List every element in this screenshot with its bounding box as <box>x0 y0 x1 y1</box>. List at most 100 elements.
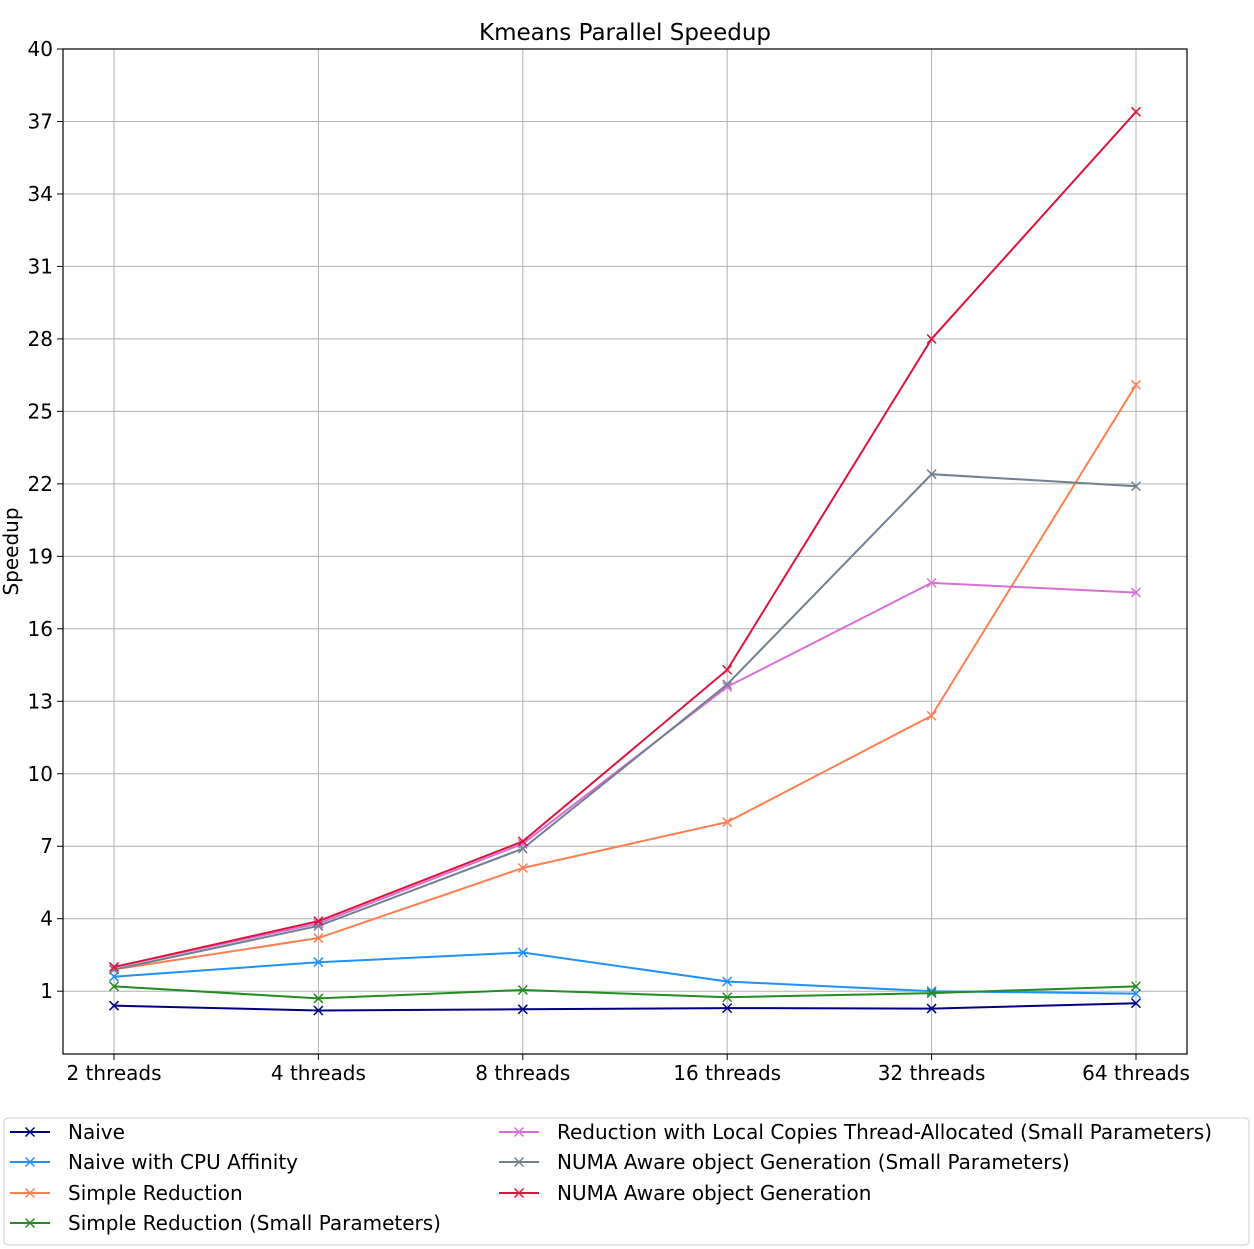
legend-label: NUMA Aware object Generation <box>557 1181 871 1205</box>
data-point <box>926 333 937 344</box>
legend-label: Naive <box>68 1120 125 1144</box>
series-line <box>113 384 1137 971</box>
data-point <box>108 981 120 992</box>
series-group <box>108 981 1142 1004</box>
x-tick-label: 8 threads <box>475 1061 570 1085</box>
data-point <box>926 469 937 480</box>
data-point <box>926 986 937 997</box>
data-point <box>313 920 324 931</box>
legend-label: Simple Reduction (Small Parameters) <box>68 1211 441 1235</box>
grid-lines <box>63 48 1187 1054</box>
data-point <box>722 992 733 1003</box>
legend-item: Naive with CPU Affinity <box>10 1150 298 1174</box>
data-point <box>1130 998 1142 1009</box>
x-tick-label: 32 threads <box>878 1061 986 1085</box>
data-point <box>517 984 528 996</box>
data-point <box>313 957 324 968</box>
data-point <box>517 947 528 958</box>
legend-box <box>3 1117 1250 1246</box>
y-axis-ticks: 1 4 7 10 13 16 19 22 25 28 31 34 37 40 <box>28 37 63 1003</box>
plot-frame <box>62 48 1188 1055</box>
series-layer <box>108 106 1142 1016</box>
series-line <box>113 951 1137 995</box>
data-point <box>722 679 733 690</box>
data-point <box>926 710 937 721</box>
data-point <box>517 836 528 847</box>
data-point <box>722 1003 733 1014</box>
data-point <box>722 681 733 692</box>
y-tick-label: 31 <box>28 254 53 278</box>
legend-item: Naive <box>10 1120 125 1144</box>
series-group <box>108 106 1142 973</box>
data-point <box>1130 481 1142 492</box>
data-point <box>313 1005 324 1016</box>
data-point <box>722 976 733 987</box>
chart-title: Kmeans Parallel Speedup <box>479 20 771 46</box>
y-tick-label: 19 <box>28 544 53 568</box>
series-line <box>113 111 1137 969</box>
series-line <box>113 473 1137 971</box>
x-tick-label: 2 threads <box>66 1061 161 1085</box>
legend: Naive Naive with CPU Affinity Simple Reduc… <box>3 1117 1250 1246</box>
series-group <box>108 469 1142 975</box>
legend-marker <box>513 1187 525 1199</box>
series-line <box>113 1002 1137 1012</box>
y-tick-label: 1 <box>40 979 53 1003</box>
legend-item: Reduction with Local Copies Thread-Alloc… <box>499 1120 1212 1144</box>
x-tick-label: 64 threads <box>1082 1061 1190 1085</box>
series-group <box>108 998 1142 1016</box>
y-axis-label: Speedup <box>0 507 23 595</box>
y-tick-label: 10 <box>28 762 53 786</box>
y-tick-label: 4 <box>40 907 53 931</box>
data-point <box>313 916 324 927</box>
legend-label: NUMA Aware object Generation (Small Para… <box>557 1150 1070 1174</box>
y-tick-label: 40 <box>28 37 53 61</box>
series-group <box>108 577 1142 973</box>
data-point <box>926 577 937 588</box>
x-axis-ticks: 2 threads 4 threads 8 threads 16 threads 32 … <box>66 1054 1190 1085</box>
data-point <box>722 817 733 828</box>
y-tick-label: 13 <box>28 689 53 713</box>
x-tick-label: 4 threads <box>271 1061 366 1085</box>
data-point <box>1130 587 1142 598</box>
legend-label: Simple Reduction <box>68 1181 243 1205</box>
y-tick-label: 25 <box>28 399 53 423</box>
data-point <box>926 1003 937 1014</box>
y-tick-label: 37 <box>28 109 53 133</box>
legend-marker <box>24 1156 36 1168</box>
y-tick-label: 7 <box>40 834 53 858</box>
data-point <box>313 933 324 944</box>
x-tick-label: 16 threads <box>673 1061 781 1085</box>
data-point <box>1130 988 1142 999</box>
data-point <box>926 988 937 999</box>
y-tick-label: 22 <box>28 472 53 496</box>
data-point <box>517 862 528 874</box>
data-point <box>1130 106 1142 117</box>
y-tick-label: 34 <box>28 182 53 206</box>
y-tick-label: 16 <box>28 617 53 641</box>
legend-marker <box>24 1126 36 1138</box>
data-point <box>108 971 120 982</box>
data-point <box>108 1000 120 1011</box>
data-point <box>108 961 120 973</box>
legend-marker <box>24 1217 36 1229</box>
series-line <box>113 985 1137 1000</box>
data-point <box>313 993 324 1004</box>
data-point <box>517 843 528 854</box>
legend-item: Simple Reduction (Small Parameters) <box>10 1211 441 1235</box>
legend-item: Simple Reduction <box>10 1181 243 1205</box>
data-point <box>1130 981 1142 992</box>
legend-marker <box>513 1156 525 1168</box>
y-tick-label: 28 <box>28 327 53 351</box>
series-line <box>113 581 1137 969</box>
legend-item: NUMA Aware object Generation (Small Para… <box>499 1150 1070 1174</box>
legend-label: Reduction with Local Copies Thread-Alloc… <box>557 1120 1212 1144</box>
data-point <box>517 1004 528 1015</box>
data-point <box>1130 379 1142 390</box>
legend-item: NUMA Aware object Generation <box>499 1181 871 1205</box>
legend-marker <box>24 1187 36 1199</box>
legend-marker <box>513 1126 525 1138</box>
legend-label: Naive with CPU Affinity <box>68 1150 298 1174</box>
data-point <box>722 664 733 675</box>
